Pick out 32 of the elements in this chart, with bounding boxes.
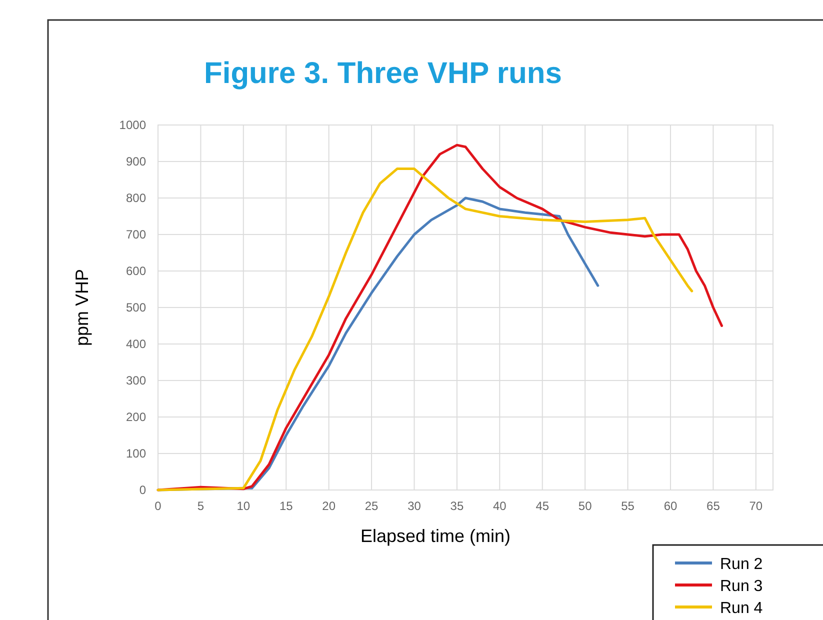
x-tick-label: 10 bbox=[236, 499, 250, 513]
y-tick-label: 600 bbox=[126, 264, 146, 278]
y-tick-label: 700 bbox=[126, 228, 146, 242]
x-tick-label: 45 bbox=[536, 499, 550, 513]
x-tick-label: 50 bbox=[578, 499, 592, 513]
x-tick-label: 30 bbox=[408, 499, 422, 513]
x-tick-label: 55 bbox=[621, 499, 635, 513]
x-tick-label: 40 bbox=[492, 499, 507, 513]
x-tick-label: 65 bbox=[706, 499, 720, 513]
y-tick-label: 300 bbox=[126, 374, 146, 388]
x-tick-label: 5 bbox=[197, 499, 204, 513]
y-tick-label: 900 bbox=[126, 154, 146, 168]
y-tick-label: 100 bbox=[126, 446, 146, 460]
x-tick-label: 60 bbox=[664, 499, 678, 513]
chart-title: Figure 3. Three VHP runs bbox=[204, 57, 562, 90]
x-tick-label: 20 bbox=[322, 499, 336, 513]
y-tick-label: 0 bbox=[139, 483, 146, 497]
x-axis-title: Elapsed time (min) bbox=[360, 526, 511, 546]
y-tick-label: 800 bbox=[126, 191, 146, 205]
x-tick-label: 35 bbox=[450, 499, 464, 513]
x-tick-label: 15 bbox=[279, 499, 294, 513]
y-tick-label: 200 bbox=[126, 410, 146, 424]
y-tick-label: 1000 bbox=[119, 118, 146, 132]
y-tick-label: 400 bbox=[126, 337, 146, 351]
legend-label: Run 2 bbox=[720, 556, 763, 573]
x-tick-label: 70 bbox=[749, 499, 763, 513]
y-axis-title: ppm VHP bbox=[72, 268, 92, 346]
y-tick-label: 500 bbox=[126, 300, 146, 314]
x-tick-label: 25 bbox=[364, 499, 379, 513]
legend-label: Run 4 bbox=[720, 600, 763, 617]
legend-label: Run 3 bbox=[720, 578, 763, 595]
x-tick-label: 0 bbox=[154, 499, 162, 513]
